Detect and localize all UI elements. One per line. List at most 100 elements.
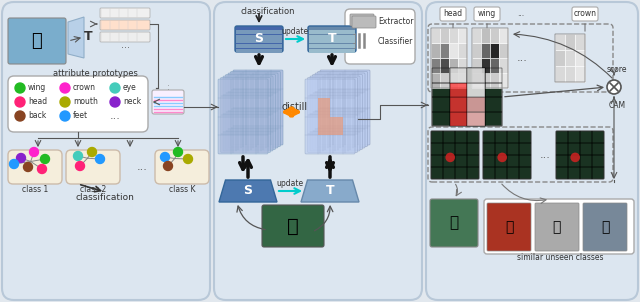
Text: 🦅: 🦅 xyxy=(601,220,609,234)
FancyBboxPatch shape xyxy=(218,79,268,154)
Bar xyxy=(519,167,531,179)
Bar xyxy=(449,97,467,111)
FancyBboxPatch shape xyxy=(221,78,271,153)
Bar xyxy=(431,43,440,58)
Bar xyxy=(317,98,330,117)
FancyBboxPatch shape xyxy=(483,131,531,179)
Bar xyxy=(330,117,342,135)
Circle shape xyxy=(15,111,25,121)
FancyBboxPatch shape xyxy=(350,14,374,26)
Bar xyxy=(568,131,580,143)
Circle shape xyxy=(40,155,49,163)
Text: class 1: class 1 xyxy=(22,185,48,194)
Bar xyxy=(519,131,531,143)
FancyBboxPatch shape xyxy=(315,73,365,148)
Text: similar unseen classes: similar unseen classes xyxy=(516,253,604,262)
Bar xyxy=(449,82,467,97)
Text: :: : xyxy=(166,83,170,92)
Bar xyxy=(499,28,508,43)
Text: T: T xyxy=(84,31,92,43)
Text: ...: ... xyxy=(516,53,527,63)
Bar xyxy=(499,73,508,88)
Circle shape xyxy=(60,97,70,107)
Circle shape xyxy=(570,153,580,162)
Text: update: update xyxy=(276,179,303,188)
Bar xyxy=(458,58,467,73)
Bar xyxy=(481,43,490,58)
Circle shape xyxy=(184,155,193,163)
Bar xyxy=(568,167,580,179)
Bar xyxy=(443,167,455,179)
Bar xyxy=(449,111,467,126)
Bar xyxy=(565,34,575,50)
Text: CAM: CAM xyxy=(609,101,625,111)
FancyBboxPatch shape xyxy=(317,72,367,146)
Bar xyxy=(432,97,449,111)
Text: S: S xyxy=(255,33,264,46)
Bar xyxy=(484,68,502,82)
Bar xyxy=(575,50,585,66)
Circle shape xyxy=(38,165,47,174)
Circle shape xyxy=(607,80,621,94)
Bar xyxy=(455,155,467,167)
Text: ...: ... xyxy=(109,111,120,121)
FancyBboxPatch shape xyxy=(228,73,278,148)
Text: update: update xyxy=(282,27,308,37)
Bar xyxy=(507,167,519,179)
Text: classification: classification xyxy=(241,7,295,15)
FancyBboxPatch shape xyxy=(431,131,479,179)
FancyBboxPatch shape xyxy=(230,72,280,146)
Bar xyxy=(443,131,455,143)
FancyBboxPatch shape xyxy=(152,90,184,114)
Bar xyxy=(431,131,443,143)
Text: neck: neck xyxy=(123,98,141,107)
Text: class 2: class 2 xyxy=(80,185,106,194)
Bar xyxy=(467,167,479,179)
Bar xyxy=(432,82,449,97)
FancyBboxPatch shape xyxy=(100,20,150,30)
Circle shape xyxy=(15,83,25,93)
Circle shape xyxy=(24,162,33,172)
Bar xyxy=(507,155,519,167)
Bar xyxy=(443,155,455,167)
Bar xyxy=(499,43,508,58)
Bar xyxy=(431,28,440,43)
Bar xyxy=(467,97,484,111)
Bar xyxy=(449,43,458,58)
FancyBboxPatch shape xyxy=(556,131,604,179)
Bar xyxy=(568,143,580,155)
Bar xyxy=(484,111,502,126)
FancyBboxPatch shape xyxy=(320,70,370,145)
Text: Extractor: Extractor xyxy=(378,18,413,27)
Bar xyxy=(580,155,592,167)
Bar xyxy=(481,28,490,43)
Bar xyxy=(507,131,519,143)
FancyBboxPatch shape xyxy=(426,2,638,300)
Bar xyxy=(592,167,604,179)
FancyBboxPatch shape xyxy=(100,8,150,18)
Bar xyxy=(556,131,568,143)
Circle shape xyxy=(163,162,173,171)
FancyBboxPatch shape xyxy=(345,9,415,64)
Text: 🦅: 🦅 xyxy=(287,217,299,236)
Bar xyxy=(484,97,502,111)
Bar xyxy=(467,68,484,82)
Bar xyxy=(467,68,484,82)
Text: feet: feet xyxy=(73,111,88,120)
Circle shape xyxy=(95,155,104,163)
Circle shape xyxy=(497,153,507,162)
FancyBboxPatch shape xyxy=(8,150,62,184)
Bar xyxy=(432,68,449,82)
Bar xyxy=(455,131,467,143)
Text: 🦃: 🦃 xyxy=(505,220,513,234)
Text: ...: ... xyxy=(136,162,147,172)
Bar xyxy=(467,68,484,82)
Bar xyxy=(431,143,443,155)
Bar xyxy=(495,143,507,155)
Bar xyxy=(449,82,467,97)
Bar xyxy=(556,167,568,179)
FancyBboxPatch shape xyxy=(225,75,275,149)
Bar xyxy=(455,167,467,179)
Circle shape xyxy=(17,153,26,162)
FancyBboxPatch shape xyxy=(155,150,209,184)
